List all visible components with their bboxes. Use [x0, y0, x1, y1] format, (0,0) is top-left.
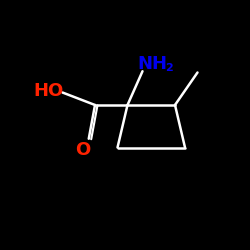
Text: NH: NH — [137, 55, 167, 73]
Text: HO: HO — [34, 82, 64, 100]
Text: O: O — [75, 141, 90, 159]
Text: 2: 2 — [165, 63, 172, 73]
